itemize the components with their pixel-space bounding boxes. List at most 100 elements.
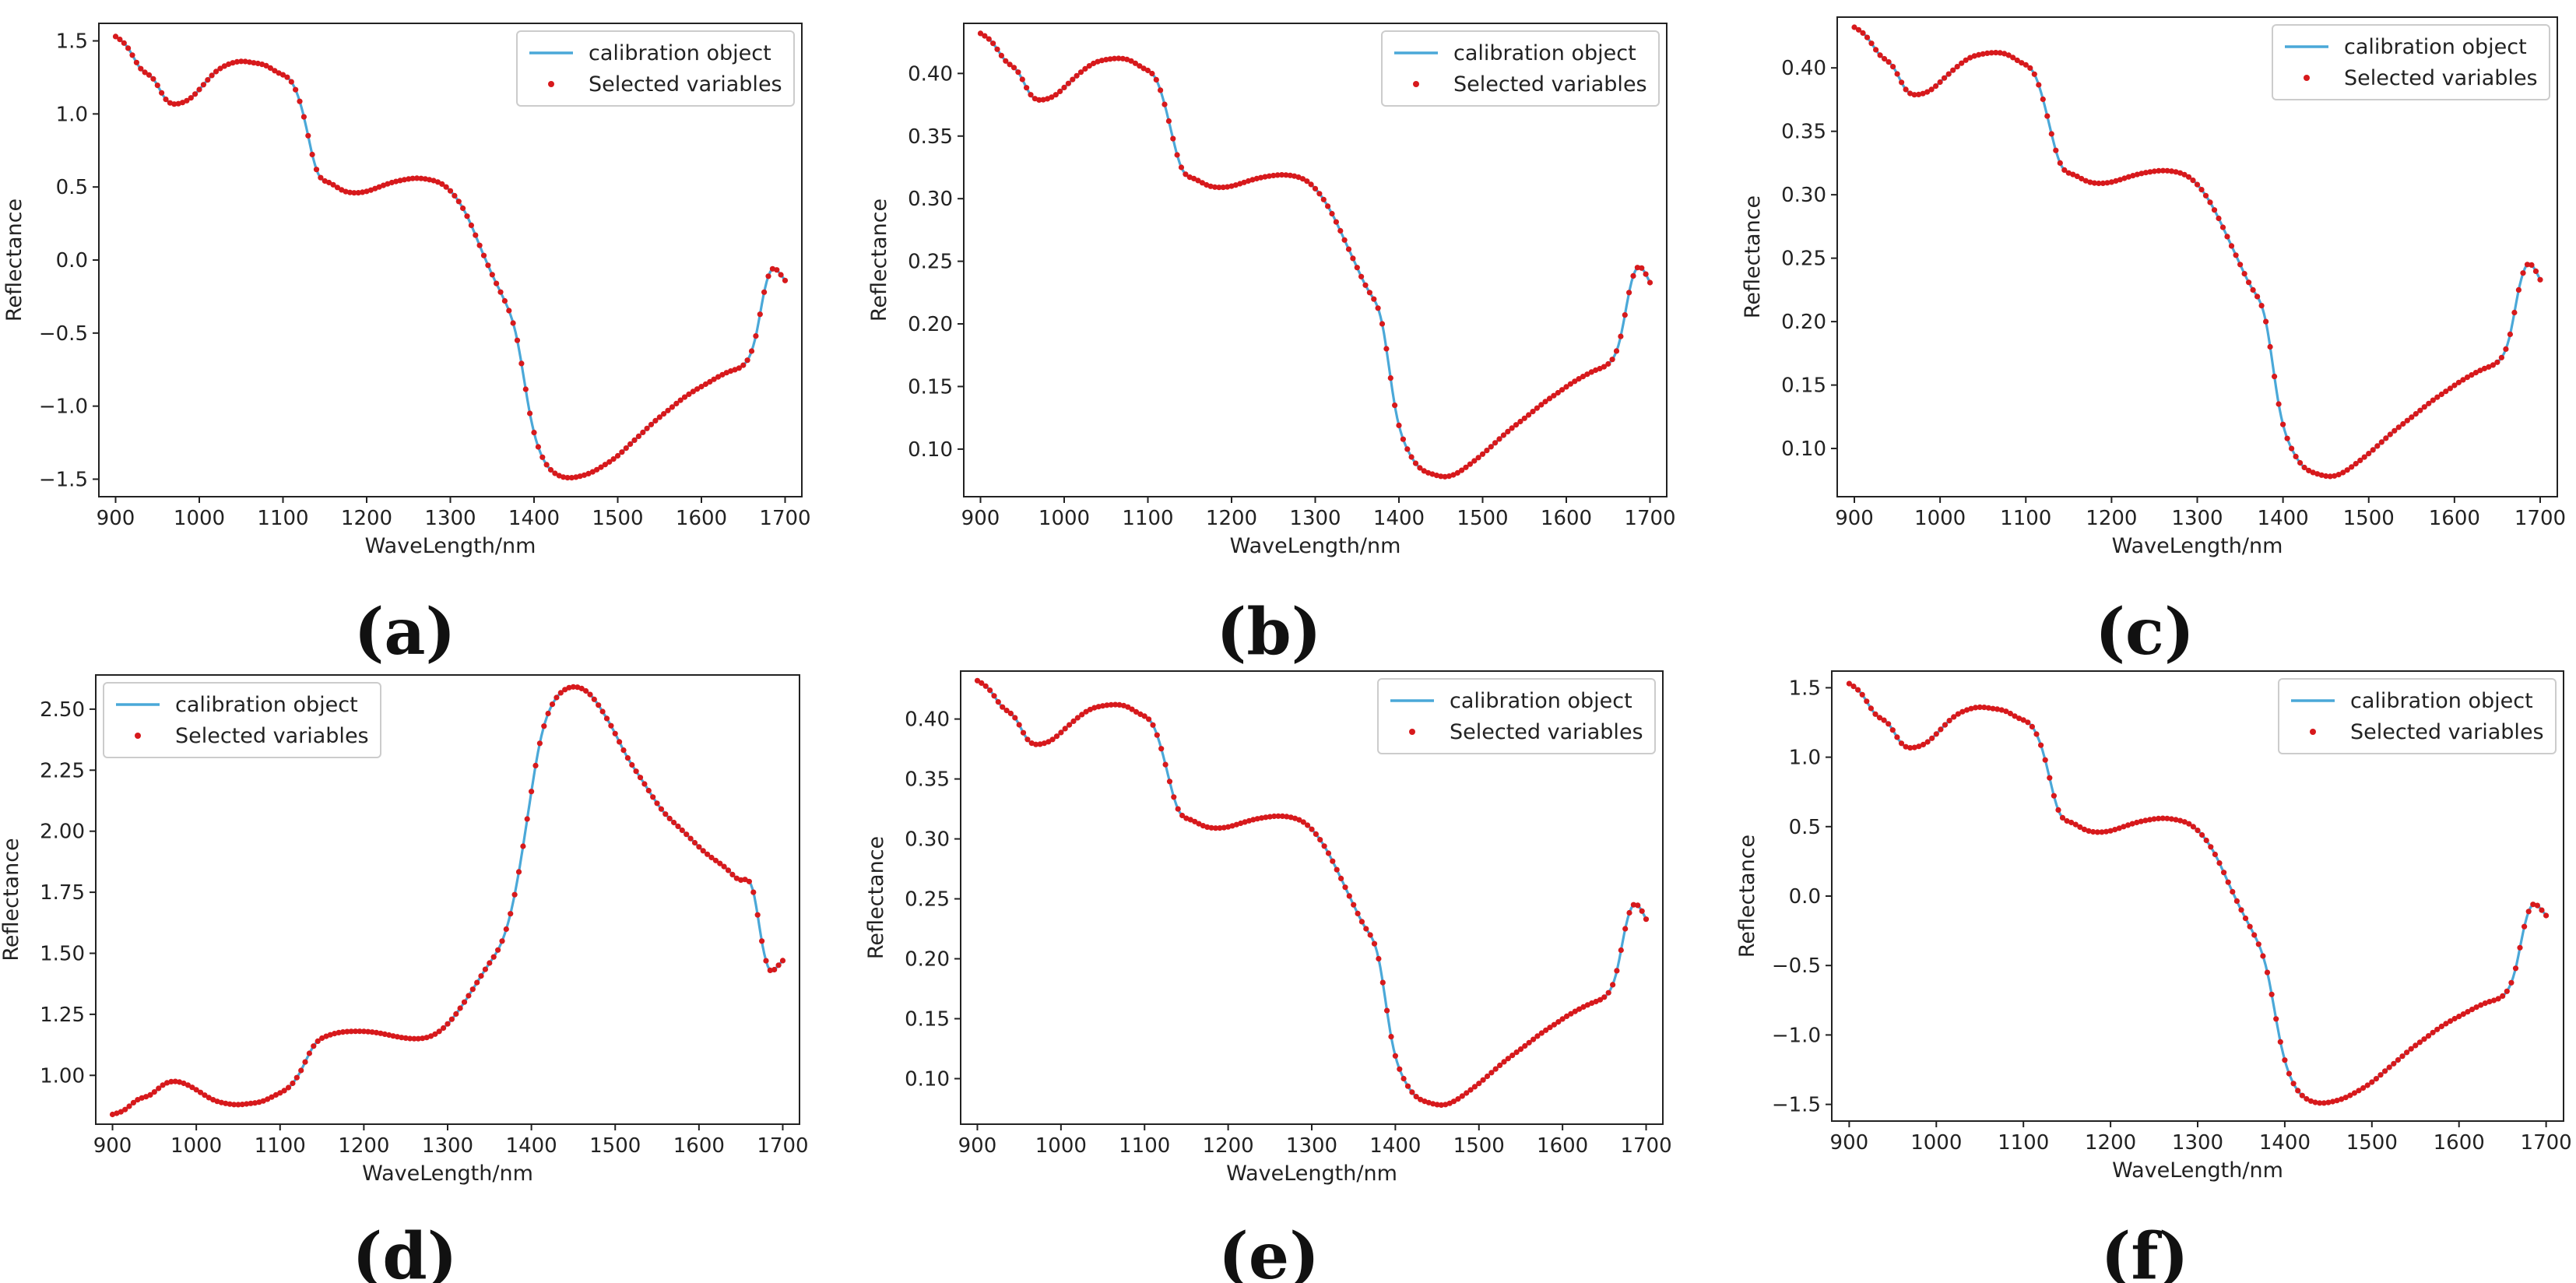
selected-variable-point: [2103, 828, 2110, 835]
selected-variable-point: [568, 475, 575, 481]
selected-variable-point: [561, 474, 567, 480]
selected-variable-point: [2029, 723, 2035, 730]
selected-variable-point: [1613, 348, 1620, 354]
selected-variable-point: [487, 960, 493, 966]
x-tick-label: 900: [961, 507, 1000, 530]
selected-variable-point: [2395, 1056, 2401, 1063]
selected-variable-point: [206, 1095, 212, 1101]
legend-dot-swatch: [2304, 75, 2310, 81]
x-tick-label: 1600: [2429, 507, 2480, 530]
selected-variable-point: [364, 188, 370, 195]
selected-variable-point: [606, 459, 613, 465]
selected-variable-point: [1400, 1075, 1407, 1082]
selected-variable-point: [2482, 1000, 2488, 1007]
selected-variable-point: [1271, 813, 1277, 820]
selected-variable-point: [1994, 706, 2001, 712]
selected-variable-point: [986, 36, 992, 42]
x-tick-label: 1200: [1203, 1134, 1254, 1158]
selected-variable-point: [1542, 399, 1548, 405]
selected-variable-point: [260, 1098, 266, 1104]
selected-variable-point: [209, 72, 215, 79]
selected-variable-point: [1125, 704, 1131, 710]
selected-variable-point: [2108, 179, 2114, 185]
selected-variable-point: [2181, 171, 2188, 178]
y-tick-label: 0.0: [56, 249, 88, 272]
x-tick-label: 1600: [1537, 1134, 1588, 1158]
selected-variable-point: [1572, 378, 1578, 385]
selected-variable-point: [545, 710, 551, 717]
selected-variable-point: [740, 362, 747, 368]
selected-variable-point: [1864, 698, 1870, 705]
selected-variable-point: [121, 40, 127, 46]
legend-label: calibration object: [1453, 41, 1636, 65]
selected-variable-point: [267, 65, 273, 71]
selected-variable-point: [1497, 1062, 1503, 1068]
x-tick-label: 1300: [2171, 507, 2223, 530]
selected-variable-point: [2478, 1002, 2484, 1008]
selected-variable-point: [1208, 824, 1214, 831]
selected-variable-point: [133, 59, 139, 65]
selected-variable-point: [394, 1034, 400, 1040]
selected-variable-point: [1254, 816, 1260, 822]
selected-variable-point: [1973, 705, 1979, 711]
selected-variable-point: [1041, 740, 1047, 747]
selected-variable-point: [217, 65, 223, 72]
selected-variable-point: [661, 411, 667, 417]
legend-dot-swatch: [135, 733, 141, 739]
panel-label: (b): [1217, 595, 1322, 670]
selected-variable-point: [2079, 175, 2085, 182]
legend-dot-swatch: [1413, 81, 1419, 87]
selected-variable-point: [1580, 374, 1587, 380]
selected-variable-point: [163, 1080, 170, 1086]
selected-variable-point: [453, 1011, 459, 1017]
selected-variable-point: [2065, 170, 2072, 176]
selected-variable-point: [2177, 170, 2184, 176]
selected-variable-point: [1325, 850, 1332, 856]
selected-variable-point: [1868, 705, 1874, 712]
selected-variable-point: [447, 188, 454, 194]
selected-variable-point: [2430, 1029, 2436, 1035]
selected-variable-point: [543, 462, 550, 468]
selected-variable-point: [641, 781, 648, 787]
selected-variable-point: [2237, 262, 2244, 268]
selected-variable-point: [1067, 722, 1073, 728]
selected-variable-point: [2031, 71, 2037, 77]
selected-variable-point: [520, 843, 526, 849]
selected-variable-point: [696, 844, 702, 850]
selected-variable-point: [1635, 902, 1641, 909]
selected-variable-point: [681, 394, 688, 400]
selected-variable-point: [2230, 888, 2236, 895]
selected-variable-point: [1241, 179, 1247, 185]
selected-variable-point: [439, 181, 445, 187]
selected-variable-point: [2310, 469, 2316, 476]
selected-variable-point: [413, 175, 420, 181]
x-tick-label: 1500: [592, 507, 643, 530]
selected-variable-point: [2228, 243, 2235, 249]
x-axis-title: WaveLength/nm: [2112, 534, 2283, 558]
selected-variable-point: [656, 414, 662, 420]
selected-variable-point: [1630, 902, 1636, 908]
selected-variable-point: [1355, 910, 1361, 916]
y-tick-label: 0.5: [1789, 816, 1821, 839]
selected-variable-point: [2332, 473, 2338, 479]
selected-variable-point: [662, 811, 669, 817]
selected-variable-point: [495, 947, 501, 953]
selected-variable-point: [1626, 290, 1632, 296]
y-tick-label: −1.0: [1772, 1024, 1821, 1047]
selected-variable-point: [2208, 844, 2214, 850]
selected-variable-point: [2068, 819, 2075, 826]
selected-variable-point: [1195, 178, 1201, 184]
selected-variable-point: [2353, 461, 2359, 467]
selected-variable-point: [2511, 309, 2518, 316]
x-tick-label: 1200: [1206, 507, 1257, 530]
selected-variable-point: [1942, 75, 1948, 81]
selected-variable-point: [705, 851, 711, 857]
selected-variable-point: [1903, 743, 1909, 750]
selected-variable-point: [193, 1087, 199, 1093]
selected-variable-point: [1928, 86, 1935, 93]
selected-variable-point: [1855, 687, 1861, 693]
selected-variable-point: [1229, 823, 1235, 829]
selected-variable-point: [1610, 982, 1616, 988]
selected-variable-point: [702, 381, 709, 388]
selected-variable-point: [1933, 83, 1939, 90]
